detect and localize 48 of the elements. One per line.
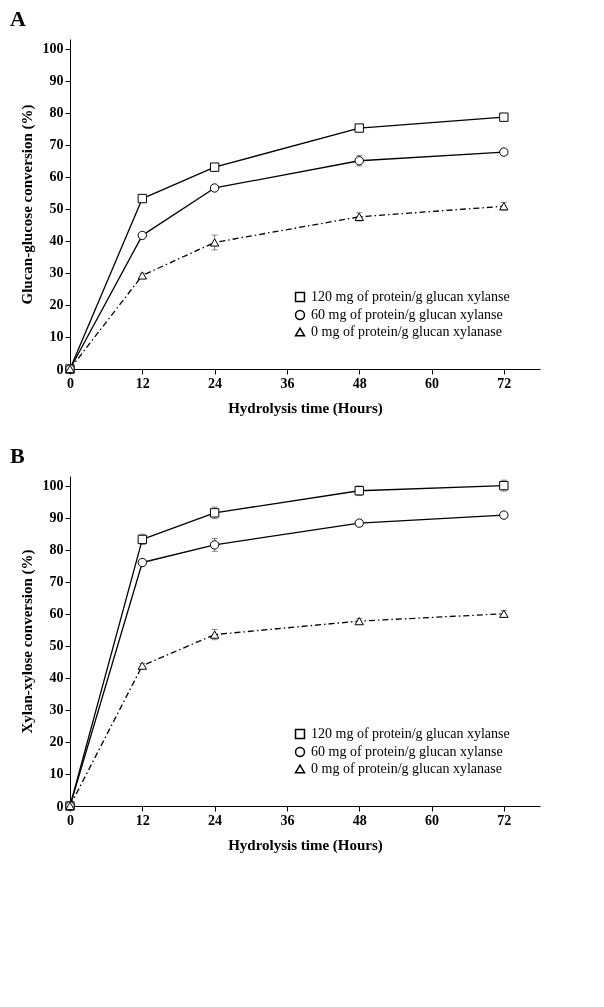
legend-label: 120 mg of protein/g glucan xylanse — [311, 289, 510, 304]
y-tick-label: 20 — [49, 297, 64, 313]
y-tick-label: 90 — [49, 73, 64, 89]
y-tick-label: 0 — [56, 798, 64, 814]
x-tick-label: 36 — [280, 375, 295, 391]
y-tick-label: 40 — [49, 233, 64, 249]
y-tick-label: 20 — [49, 734, 64, 750]
legend-label: 60 mg of protein/g glucan xylanse — [311, 744, 503, 759]
y-tick-label: 80 — [49, 105, 64, 121]
y-tick-label: 60 — [49, 169, 64, 185]
y-tick-label: 30 — [49, 702, 64, 718]
x-tick-label: 60 — [425, 375, 440, 391]
legend-label: 0 mg of protein/g glucan xylanase — [311, 761, 502, 776]
x-tick-label: 48 — [352, 812, 367, 828]
legend-label: 60 mg of protein/g glucan xylanse — [311, 307, 503, 322]
y-tick-label: 70 — [49, 137, 64, 153]
y-tick-label: 10 — [49, 766, 64, 782]
y-axis-title: Glucan-glucose conversion (%) — [18, 104, 36, 305]
chart-title: A — [10, 6, 26, 31]
x-tick-label: 24 — [208, 812, 223, 828]
y-tick-label: 50 — [49, 638, 64, 654]
legend-label: 0 mg of protein/g glucan xylanase — [311, 324, 502, 339]
y-tick-label: 100 — [42, 478, 64, 494]
y-tick-label: 10 — [49, 329, 64, 345]
y-tick-label: 90 — [49, 510, 64, 526]
y-tick-label: 60 — [49, 606, 64, 622]
x-tick-label: 60 — [425, 812, 440, 828]
x-axis-title: Hydrolysis time (Hours) — [228, 836, 383, 854]
x-tick-label: 0 — [67, 375, 74, 391]
y-tick-label: 70 — [49, 574, 64, 590]
y-tick-label: 80 — [49, 542, 64, 558]
x-axis-title: Hydrolysis time (Hours) — [228, 399, 383, 417]
y-tick-label: 0 — [56, 361, 64, 377]
x-tick-label: 72 — [497, 375, 512, 391]
y-tick-label: 40 — [49, 670, 64, 686]
y-tick-label: 50 — [49, 201, 64, 217]
y-tick-label: 100 — [42, 41, 64, 57]
x-tick-label: 12 — [135, 375, 150, 391]
x-tick-label: 72 — [497, 812, 512, 828]
x-tick-label: 48 — [352, 375, 367, 391]
x-tick-label: 0 — [67, 812, 74, 828]
legend-label: 120 mg of protein/g glucan xylanse — [311, 726, 510, 741]
chart-title: B — [10, 443, 25, 468]
x-tick-label: 24 — [208, 375, 223, 391]
y-tick-label: 30 — [49, 265, 64, 281]
x-tick-label: 12 — [135, 812, 150, 828]
y-axis-title: Xylan-xylose conversion (%) — [18, 549, 36, 734]
x-tick-label: 36 — [280, 812, 295, 828]
